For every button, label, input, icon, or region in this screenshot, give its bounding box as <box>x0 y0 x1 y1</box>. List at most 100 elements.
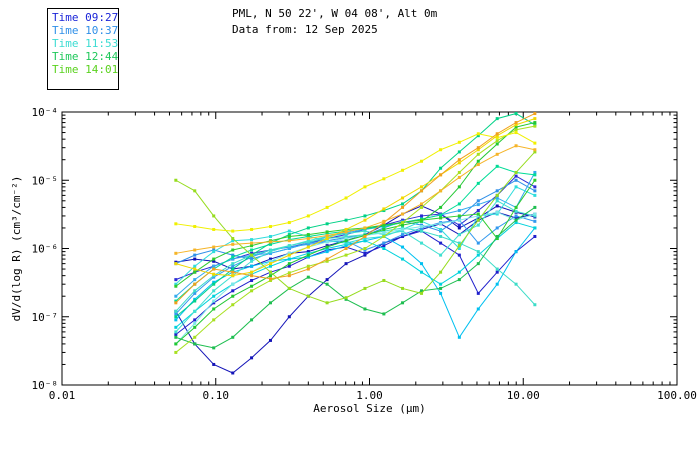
data-point-marker <box>287 221 291 225</box>
data-point-marker <box>363 229 367 233</box>
data-point-marker <box>193 318 197 322</box>
data-point-marker <box>401 233 405 237</box>
data-point-marker <box>212 362 216 366</box>
data-point-marker <box>193 297 197 301</box>
data-point-marker <box>363 226 367 230</box>
data-point-marker <box>250 356 254 360</box>
x-tick-label: 100.00 <box>657 389 697 402</box>
data-point-marker <box>363 239 367 243</box>
data-point-marker <box>401 168 405 172</box>
data-point-marker <box>514 174 518 178</box>
data-point-marker <box>401 234 405 238</box>
data-point-marker <box>514 121 518 125</box>
data-point-marker <box>325 222 329 226</box>
data-point-marker <box>439 234 443 238</box>
data-point-marker <box>457 202 461 206</box>
data-point-marker <box>439 270 443 274</box>
data-point-marker <box>231 274 235 278</box>
data-point-marker <box>439 205 443 209</box>
series-line <box>175 186 536 285</box>
data-point-marker <box>212 245 216 249</box>
data-point-marker <box>533 173 537 177</box>
data-point-marker <box>533 178 537 182</box>
data-point-marker <box>495 270 499 274</box>
data-point-marker <box>420 241 424 245</box>
series-line <box>175 175 536 281</box>
data-point-marker <box>287 315 291 319</box>
data-point-marker <box>344 247 348 250</box>
data-point-marker <box>306 253 310 257</box>
data-point-marker <box>325 245 329 249</box>
data-point-marker <box>250 264 254 268</box>
data-point-marker <box>325 232 329 236</box>
data-point-marker <box>344 239 348 243</box>
data-point-marker <box>174 178 178 182</box>
data-point-marker <box>212 250 216 254</box>
data-point-marker <box>476 203 480 207</box>
data-point-marker <box>476 291 480 295</box>
data-point-marker <box>457 175 461 179</box>
data-point-marker <box>401 286 405 290</box>
data-point-marker <box>382 223 386 227</box>
data-point-marker <box>533 148 537 152</box>
data-point-marker <box>174 312 178 316</box>
data-point-marker <box>231 242 235 246</box>
data-point-marker <box>495 237 499 241</box>
data-point-marker <box>401 229 405 233</box>
data-point-marker <box>193 309 197 313</box>
data-point-marker <box>363 251 367 255</box>
data-point-marker <box>231 282 235 286</box>
data-point-marker <box>174 299 178 303</box>
data-point-marker <box>174 309 178 313</box>
y-tick-label: 10⁻⁵ <box>32 174 59 187</box>
data-point-marker <box>514 185 518 189</box>
data-point-marker <box>476 253 480 257</box>
data-point-marker <box>533 150 537 154</box>
data-point-marker <box>344 232 348 236</box>
data-point-marker <box>476 212 480 216</box>
data-point-marker <box>344 241 348 245</box>
data-point-marker <box>250 248 254 252</box>
legend: Time 09:27 Time 10:37 Time 11:53 Time 12:44… <box>47 8 119 90</box>
data-point-marker <box>401 245 405 249</box>
data-point-marker <box>514 218 518 222</box>
data-point-marker <box>212 259 216 263</box>
legend-item: Time 12:44 <box>52 50 119 63</box>
data-point-marker <box>325 257 329 261</box>
data-point-marker <box>344 253 348 257</box>
data-point-marker <box>439 216 443 220</box>
data-point-marker <box>382 234 386 238</box>
data-point-marker <box>306 264 310 268</box>
data-point-marker <box>457 226 461 230</box>
legend-item: Time 11:53 <box>52 37 119 50</box>
data-point-marker <box>287 257 291 261</box>
plot-title: PML, N 50 22', W 04 08', Alt 0m <box>232 7 438 20</box>
series-line <box>175 230 536 335</box>
data-point-marker <box>533 212 537 216</box>
data-point-marker <box>174 335 178 339</box>
data-point-marker <box>382 177 386 181</box>
data-point-marker <box>287 239 291 243</box>
x-axis-label: Aerosol Size (μm) <box>313 402 426 415</box>
data-point-marker <box>382 207 386 211</box>
data-point-marker <box>306 239 310 243</box>
series-line <box>175 179 536 287</box>
data-point-marker <box>287 247 291 250</box>
data-point-marker <box>401 221 405 225</box>
data-point-marker <box>514 125 518 129</box>
data-point-marker <box>174 330 178 334</box>
data-point-marker <box>193 321 197 325</box>
x-tick-label: 1.00 <box>356 389 383 402</box>
data-point-marker <box>533 112 537 116</box>
data-point-marker <box>514 250 518 254</box>
data-point-marker <box>250 274 254 278</box>
series-line <box>175 125 535 353</box>
data-point-marker <box>420 289 424 293</box>
data-point-marker <box>420 218 424 222</box>
data-point-marker <box>212 346 216 350</box>
data-point-marker <box>439 148 443 152</box>
data-point-marker <box>457 278 461 282</box>
data-point-marker <box>533 117 537 121</box>
data-point-marker <box>250 227 254 231</box>
